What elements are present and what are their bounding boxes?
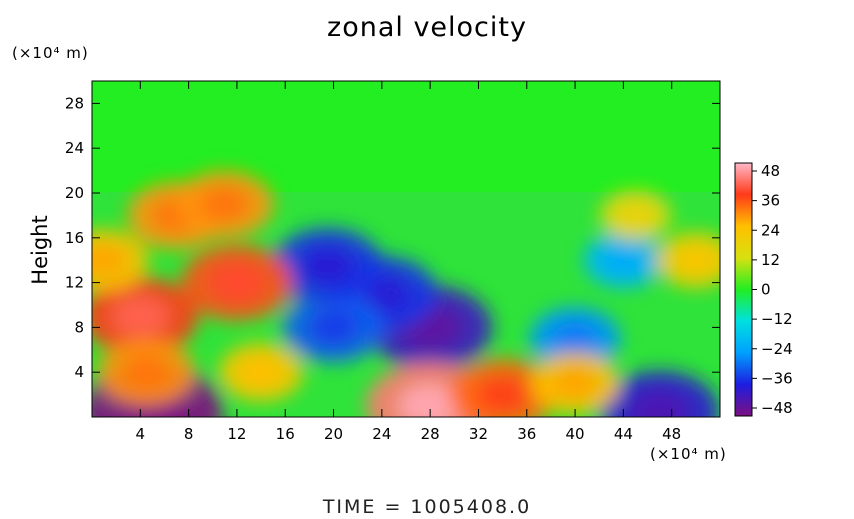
x-tick-label-16: 16 <box>276 425 295 443</box>
heatmap-feature-core-9 <box>476 376 530 413</box>
heatmap-features <box>92 170 720 417</box>
y-axis-ticks: 4 8 12 16 20 24 28 <box>65 94 720 381</box>
heatmap-feature-core-4 <box>552 322 598 355</box>
colorbar-tick-label-0: 48 <box>761 162 780 180</box>
x-tick-label-32: 32 <box>469 425 488 443</box>
heatmap-feature-core-18 <box>239 357 283 387</box>
x-axis-unit: (×10⁴ m) <box>650 445 727 463</box>
y-tick-label-20: 20 <box>65 184 84 202</box>
heatmap-background-upper <box>92 81 720 192</box>
heatmap-feature-core-7 <box>629 391 690 417</box>
colorbar-tick-label-7: −36 <box>761 369 793 387</box>
time-label: TIME = 1005408.0 <box>322 496 532 518</box>
heatmap-feature-core-5 <box>603 246 644 275</box>
plot-frame <box>91 80 721 418</box>
heatmap-feature-core-2 <box>308 309 360 345</box>
y-tick-label-28: 28 <box>65 94 84 112</box>
x-tick-label-40: 40 <box>566 425 585 443</box>
heatmap-feature-core-14 <box>121 355 171 390</box>
colorbar-tick-label-3: 12 <box>761 251 780 269</box>
heatmap-feature-core-16 <box>552 368 598 399</box>
colorbar-tick-label-1: 36 <box>761 192 780 210</box>
colorbar: 48 36 24 12 0 −12 −24 −36 −48 <box>734 162 793 417</box>
y-axis-unit: (×10⁴ m) <box>12 44 89 62</box>
y-tick-label-24: 24 <box>65 139 84 157</box>
colorbar-tick-label-6: −24 <box>761 340 793 358</box>
heatmap-feature-core-3 <box>299 246 356 285</box>
heatmap-feature-core-19 <box>617 202 654 228</box>
chart-title: zonal velocity <box>327 12 527 43</box>
x-tick-label-28: 28 <box>421 425 440 443</box>
x-tick-label-8: 8 <box>184 425 194 443</box>
y-tick-label-12: 12 <box>65 274 84 292</box>
heatmap-feature-core-8 <box>398 384 463 417</box>
heatmap-feature-core-11 <box>209 263 265 302</box>
heatmap-feature-core-10 <box>111 296 170 336</box>
y-tick-label-8: 8 <box>74 318 84 336</box>
x-tick-label-4: 4 <box>136 425 146 443</box>
colorbar-tick-label-2: 24 <box>761 221 780 239</box>
x-tick-label-12: 12 <box>227 425 246 443</box>
colorbar-tick-label-5: −12 <box>761 310 793 328</box>
colorbar-bar <box>734 162 753 417</box>
heatmap-feature-core-15 <box>675 246 716 275</box>
x-tick-label-20: 20 <box>324 425 343 443</box>
x-tick-label-24: 24 <box>372 425 391 443</box>
x-tick-label-48: 48 <box>662 425 681 443</box>
heatmap-plot-area <box>91 80 721 418</box>
x-tick-label-44: 44 <box>614 425 633 443</box>
x-axis-ticks: 4 8 12 16 20 24 28 32 36 40 44 48 <box>136 81 681 443</box>
colorbar-tick-label-4: 0 <box>761 281 771 299</box>
y-tick-label-16: 16 <box>65 229 84 247</box>
heatmap-feature-core-17 <box>200 187 250 221</box>
colorbar-ticks: 48 36 24 12 0 −12 −24 −36 −48 <box>752 162 793 417</box>
x-tick-label-36: 36 <box>517 425 536 443</box>
y-tick-label-4: 4 <box>74 363 84 381</box>
colorbar-tick-label-8: −48 <box>761 399 793 417</box>
heatmap-feature-core-13 <box>92 244 127 276</box>
